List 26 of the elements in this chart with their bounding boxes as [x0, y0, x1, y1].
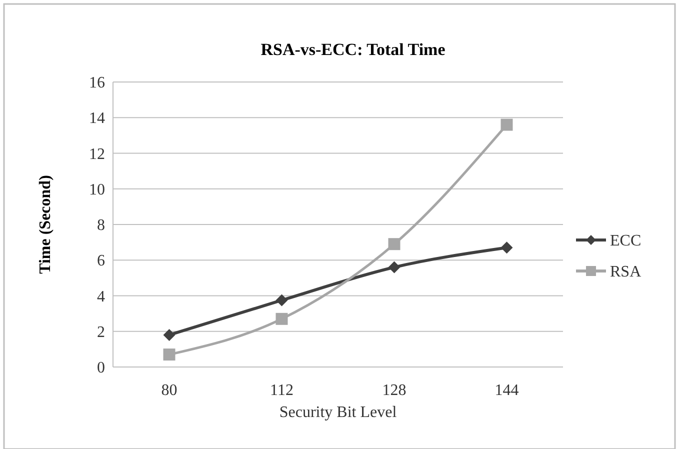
point	[163, 348, 176, 361]
point	[276, 294, 288, 306]
point	[500, 242, 513, 254]
x-tick-label: 112	[270, 382, 294, 399]
y-tick-label: 4	[97, 288, 105, 306]
chart-title: RSA-vs-ECC: Total Time	[260, 40, 446, 59]
y-tick-label: 8	[97, 217, 105, 234]
legend-label: RSA	[610, 264, 642, 281]
x-tick-label: 80	[161, 382, 178, 399]
x-tick-label: 128	[382, 382, 406, 399]
point	[388, 238, 400, 250]
y-tick-label: 14	[89, 110, 105, 128]
y-tick-label: 10	[89, 181, 105, 198]
y-axis-title: Time (Second)	[37, 175, 54, 274]
point	[276, 312, 288, 325]
point	[500, 118, 513, 131]
x-tick-label: 144	[494, 382, 519, 399]
y-tick-label: 2	[97, 324, 105, 341]
y-tick-label: 0	[97, 360, 105, 377]
point	[388, 261, 400, 274]
point	[163, 328, 176, 341]
x-axis-title: Security Bit Level	[279, 404, 398, 421]
legend-label: ECC	[610, 232, 642, 250]
y-tick-label: 12	[89, 146, 105, 163]
y-tick-label: 16	[89, 74, 105, 92]
y-tick-label: 6	[97, 252, 105, 270]
